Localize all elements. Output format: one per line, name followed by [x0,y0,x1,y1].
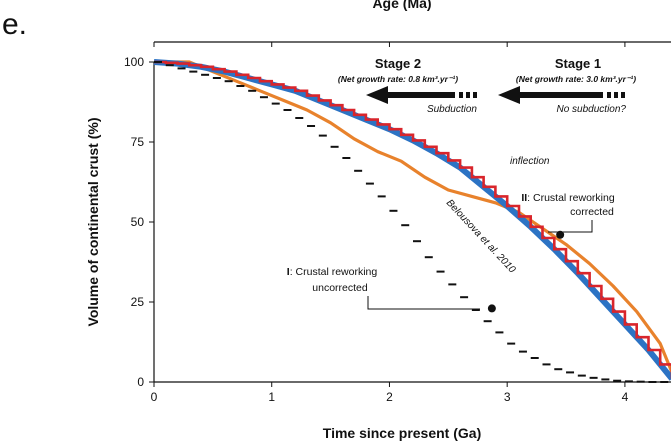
stage-2-arrow-dash-2 [466,92,470,98]
inflection-label: inflection [510,156,550,167]
y-tick-label: 25 [131,295,145,309]
stage-1-arrow-head [498,86,520,104]
x-tick-label: 0 [151,390,158,404]
panel-label: e. [2,8,27,41]
stage-2-arrow-shaft [387,92,455,98]
x-axis-title: Time since present (Ga) [323,425,481,441]
stage-2-title: Stage 2 [375,56,421,71]
x-tick-label: 2 [386,390,393,404]
stage-1-arrow-dash-2 [614,92,618,98]
label-II-leader [548,220,593,233]
label-I-leader [367,296,480,310]
stage-1-note: No subduction? [557,104,627,115]
label-I-line-2: uncorrected [312,282,368,294]
series-layer [153,59,671,383]
point-I-marker [487,304,496,313]
y-ticks: 0 25 50 75 100 [124,55,154,389]
x-tick-label: 3 [504,390,511,404]
stage-1-rate: (Net growth rate: 3.0 km³.yr⁻¹) [516,74,636,84]
stage-1-title: Stage 1 [555,56,601,71]
series-belousova-line [154,60,671,374]
point-II-marker [556,230,565,239]
x-tick-label: 4 [622,390,629,404]
label-I-line-1: I: Crustal reworking [287,266,378,278]
stage-2-arrow-dash-1 [459,92,463,98]
series-uncorrected [154,61,669,383]
stage-1-arrow-shaft [519,92,603,98]
top-axis-title: Age (Ma) [372,0,431,11]
label-I: I: Crustal reworking uncorrected [287,266,480,310]
stage-2-arrow-head [366,86,388,104]
y-tick-label: 75 [131,135,145,149]
stage-2-annotation: Stage 2 (Net growth rate: 0.8 km³.yr⁻¹) … [338,56,478,115]
stage-2-arrow-dash-3 [473,92,477,98]
stage-2-rate: (Net growth rate: 0.8 km³.yr⁻¹) [338,74,458,84]
x-ticks: 0 1 2 3 4 [151,42,629,404]
y-axis-title: Volume of continental crust (%) [85,118,101,327]
stage-1-arrow-dash-3 [621,92,625,98]
stage-2-note: Subduction [427,104,477,115]
y-tick-label: 0 [137,375,144,389]
x-tick-label: 1 [268,390,275,404]
stage-1-annotation: Stage 1 (Net growth rate: 3.0 km³.yr⁻¹) … [498,56,636,115]
y-tick-label: 100 [124,55,144,69]
points-layer [487,230,565,313]
stage-1-arrow-dash-1 [607,92,611,98]
label-II-line-1: II: Crustal reworking [521,192,615,204]
series-corrected-steps [154,60,671,379]
label-II-line-2: corrected [570,206,614,218]
y-tick-label: 50 [131,215,145,229]
label-II: II: Crustal reworking corrected [521,192,615,233]
